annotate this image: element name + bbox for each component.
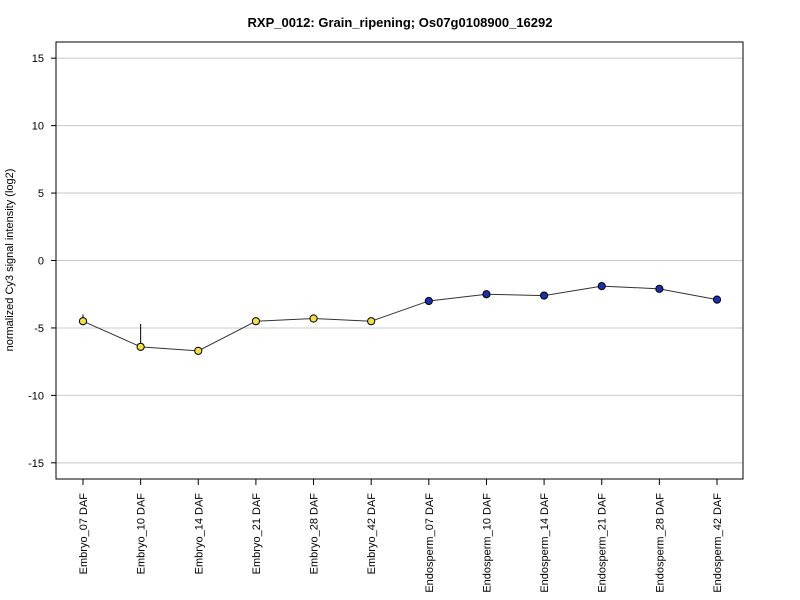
- error-bars: [82, 284, 718, 354]
- x-tick-label: Endosperm_07 DAF: [424, 493, 436, 593]
- y-tick-label: -15: [28, 458, 44, 470]
- data-point: [136, 342, 145, 351]
- y-tick-label: -5: [34, 323, 44, 335]
- y-axis-label: normalized Cy3 signal intensity (log2): [4, 169, 16, 352]
- data-point: [251, 317, 261, 326]
- data-point: [424, 296, 433, 306]
- x-tick-label: Embryo_28 DAF: [309, 493, 321, 575]
- data-point: [597, 282, 606, 291]
- x-tick-label: Endosperm_42 DAF: [712, 493, 724, 593]
- x-tick-label: Embryo_42 DAF: [366, 493, 378, 575]
- y-tick-label: 15: [32, 53, 44, 65]
- data-point: [309, 314, 318, 323]
- y-tick-label: -10: [28, 390, 44, 402]
- series-polyline: [82, 285, 718, 352]
- x-tick-label: Embryo_21 DAF: [251, 493, 263, 575]
- data-point: [655, 284, 664, 293]
- x-tick-label: Endosperm_21 DAF: [597, 493, 609, 593]
- x-tick-label: Endosperm_10 DAF: [481, 493, 493, 593]
- chart-title: RXP_0012: Grain_ripening; Os07g0108900_1…: [248, 15, 553, 30]
- y-axis: 15 10 5 0 -5 -10 -15: [28, 53, 56, 470]
- gridlines: [56, 57, 743, 464]
- data-point: [482, 290, 491, 299]
- data-point: [539, 291, 549, 300]
- x-tick-label: Embryo_07 DAF: [78, 493, 90, 575]
- y-tick-label: 10: [32, 121, 44, 133]
- y-tick-label: 5: [38, 188, 44, 200]
- data-point: [78, 317, 88, 326]
- data-point: [194, 346, 203, 355]
- series-line: [82, 285, 718, 352]
- x-tick-label: Embryo_14 DAF: [193, 493, 205, 575]
- x-tick-label: Endosperm_28 DAF: [654, 493, 666, 593]
- y-tick-label: 0: [38, 256, 44, 268]
- x-axis: Embryo_07 DAF Embryo_10 DAF Embryo_14 DAF E…: [78, 479, 724, 593]
- data-point: [712, 295, 722, 304]
- data-points: [78, 282, 722, 355]
- x-tick-label: Embryo_10 DAF: [136, 493, 148, 575]
- x-tick-label: Endosperm_14 DAF: [539, 493, 551, 593]
- data-point: [367, 317, 376, 326]
